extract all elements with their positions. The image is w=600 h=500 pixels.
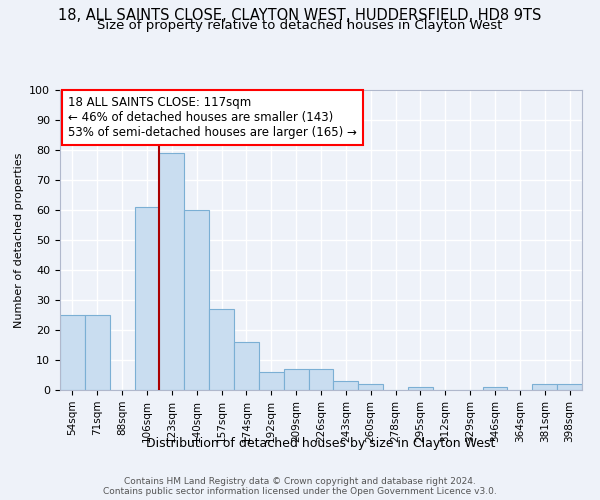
Bar [284, 369, 308, 390]
Bar [557, 384, 582, 390]
Bar [234, 342, 259, 390]
Bar [259, 372, 284, 390]
Text: Size of property relative to detached houses in Clayton West: Size of property relative to detached ho… [97, 18, 503, 32]
Text: Contains HM Land Registry data © Crown copyright and database right 2024.
Contai: Contains HM Land Registry data © Crown c… [103, 476, 497, 496]
Bar [408, 387, 433, 390]
Bar [160, 153, 184, 390]
Y-axis label: Number of detached properties: Number of detached properties [14, 152, 24, 328]
Bar [60, 315, 85, 390]
Bar [532, 384, 557, 390]
Bar [184, 210, 209, 390]
Bar [482, 387, 508, 390]
Bar [358, 384, 383, 390]
Text: 18 ALL SAINTS CLOSE: 117sqm
← 46% of detached houses are smaller (143)
53% of se: 18 ALL SAINTS CLOSE: 117sqm ← 46% of det… [68, 96, 357, 139]
Text: Distribution of detached houses by size in Clayton West: Distribution of detached houses by size … [146, 438, 496, 450]
Bar [308, 369, 334, 390]
Text: 18, ALL SAINTS CLOSE, CLAYTON WEST, HUDDERSFIELD, HD8 9TS: 18, ALL SAINTS CLOSE, CLAYTON WEST, HUDD… [58, 8, 542, 22]
Bar [134, 207, 160, 390]
Bar [209, 309, 234, 390]
Bar [334, 381, 358, 390]
Bar [85, 315, 110, 390]
